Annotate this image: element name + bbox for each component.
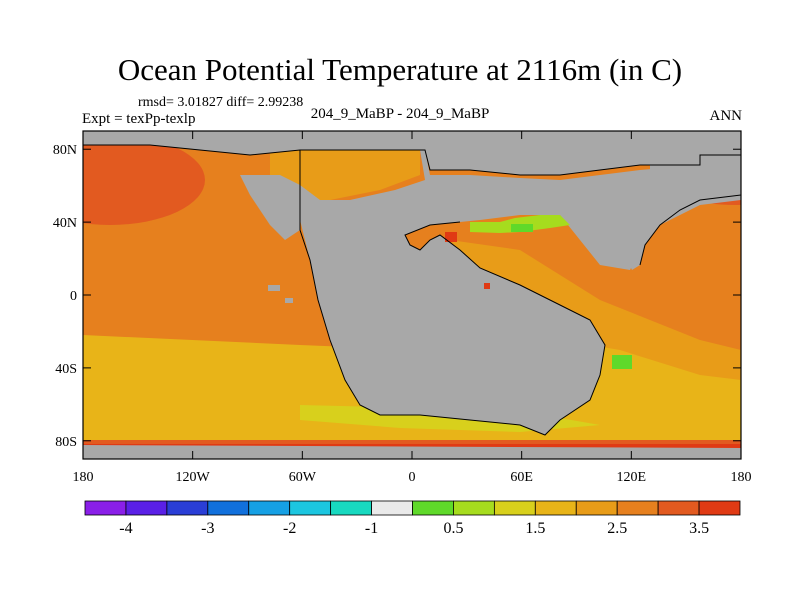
stats-text: rmsd= 3.01827 diff= 2.99238	[138, 95, 304, 110]
colorbar-swatch	[84, 500, 127, 516]
red-spot-2	[484, 283, 490, 289]
land-main-continent	[300, 150, 741, 435]
map-field	[83, 131, 741, 459]
y-tick-label: 40N	[53, 216, 77, 231]
ocean-cool-tethys	[450, 240, 741, 385]
colorbar-swatch	[207, 500, 250, 516]
colorbar-swatch	[412, 500, 454, 516]
green-spot	[511, 224, 533, 232]
colorbar-label: -3	[201, 520, 214, 537]
x-tick-label: 180	[73, 470, 94, 485]
land-isle-1	[268, 285, 280, 291]
colorbar-label: 1.5	[525, 520, 545, 537]
case-label: 204_9_MaBP - 204_9_MaBP	[310, 106, 490, 122]
colorbar-swatch	[534, 500, 577, 516]
y-axis: 80N 40N 0 40S 80S	[53, 143, 741, 450]
land-isle-2	[285, 298, 293, 303]
colorbar-swatch	[125, 500, 168, 516]
ocean-warm-west	[83, 135, 205, 225]
colorbar-swatch	[248, 500, 291, 516]
red-spot-1	[445, 232, 457, 242]
ocean-bottom-strip-2	[83, 444, 741, 448]
colorbar-label: -2	[283, 520, 296, 537]
colorbar: -4 -3 -2 -1 0.5 1.5 2.5 3.5	[84, 500, 741, 537]
x-tick-label: 180	[731, 470, 752, 485]
colorbar-swatch	[453, 500, 495, 516]
x-tick-label: 60E	[510, 470, 533, 485]
colorbar-swatch	[575, 500, 618, 516]
y-tick-label: 80S	[55, 435, 77, 450]
x-tick-label: 120W	[176, 470, 211, 485]
coastline	[83, 144, 741, 436]
colorbar-swatch	[371, 500, 413, 516]
land-arctic	[83, 131, 741, 175]
colorbar-swatch	[616, 500, 659, 516]
x-axis: 180 120W 60W 0 60E 120E 180	[73, 131, 752, 485]
colorbar-swatch	[166, 500, 209, 516]
colorbar-swatch	[330, 500, 372, 516]
y-tick-label: 80N	[53, 143, 77, 158]
colorbar-swatch	[289, 500, 332, 516]
colorbar-swatch	[657, 500, 700, 516]
y-tick-label: 40S	[55, 362, 77, 377]
colorbar-label: 3.5	[689, 520, 709, 537]
x-tick-label: 0	[409, 470, 416, 485]
colorbar-label: 2.5	[607, 520, 627, 537]
x-tick-label: 60W	[289, 470, 317, 485]
colorbar-label: 0.5	[443, 520, 463, 537]
land-east-inlet	[625, 150, 741, 270]
plot-title: Ocean Potential Temperature at 2116m (in…	[117, 52, 683, 87]
season-label: ANN	[709, 108, 743, 124]
colorbar-swatch	[493, 500, 536, 516]
experiment-label: Expt = texPp-texlp	[82, 111, 196, 127]
y-tick-label: 0	[70, 289, 77, 304]
x-tick-label: 120E	[617, 470, 647, 485]
green-spot-tethys	[612, 355, 632, 369]
land-northwest	[240, 175, 300, 240]
colorbar-label: -4	[119, 520, 132, 537]
colorbar-swatch	[698, 500, 741, 516]
colorbar-label: -1	[365, 520, 378, 537]
